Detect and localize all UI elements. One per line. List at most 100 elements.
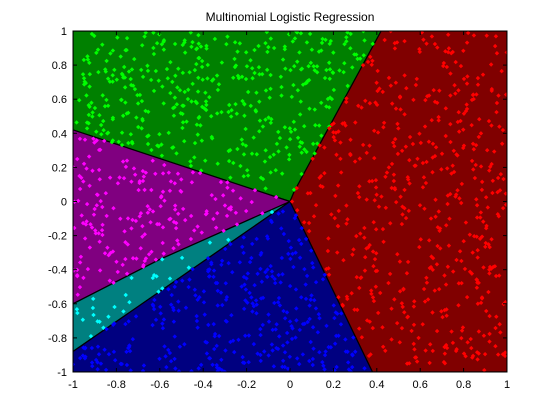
point-green [265, 49, 270, 55]
y-tick-label: -0.6 [48, 299, 67, 311]
point-green [151, 88, 157, 94]
point-red [479, 187, 485, 193]
point-red [407, 157, 412, 163]
point-red [357, 184, 362, 189]
point-blue [323, 349, 328, 354]
point-blue [260, 322, 265, 328]
point-red [393, 80, 399, 85]
point-red [483, 226, 489, 231]
point-blue [291, 264, 296, 270]
point-red [499, 141, 505, 146]
point-green [308, 60, 314, 66]
point-blue [103, 367, 109, 372]
point-red [433, 214, 438, 219]
point-red [371, 220, 376, 225]
point-green [103, 67, 108, 72]
point-red [375, 88, 380, 94]
point-green [164, 66, 170, 72]
y-tick-label: 0.4 [52, 128, 67, 140]
point-magenta [75, 292, 80, 297]
point-green [240, 141, 245, 147]
point-blue [240, 244, 245, 250]
point-green [215, 87, 221, 93]
point-green [243, 143, 249, 148]
point-red [459, 280, 464, 286]
point-magenta [96, 167, 102, 173]
point-red [459, 200, 464, 206]
point-blue [254, 302, 259, 307]
point-green [119, 130, 125, 135]
point-red [383, 348, 388, 353]
point-magenta [211, 216, 216, 222]
point-magenta [130, 256, 136, 261]
point-magenta [150, 158, 155, 163]
point-blue [223, 246, 228, 252]
point-magenta [243, 208, 249, 214]
point-blue [276, 295, 282, 301]
point-blue [190, 266, 195, 272]
point-red [432, 41, 438, 47]
point-cyan [167, 276, 173, 281]
point-red [498, 330, 503, 335]
point-blue [176, 369, 182, 372]
point-magenta [213, 196, 218, 202]
point-blue [95, 367, 100, 372]
point-red [470, 250, 475, 255]
point-magenta [228, 204, 234, 210]
point-blue [133, 314, 139, 319]
point-green [268, 86, 273, 92]
point-blue [202, 312, 207, 317]
point-blue [313, 306, 319, 311]
point-blue [250, 309, 255, 314]
point-red [417, 46, 422, 52]
point-magenta [115, 181, 121, 186]
point-magenta [142, 187, 147, 193]
point-red [484, 148, 490, 153]
point-magenta [87, 183, 92, 188]
point-red [389, 185, 394, 191]
point-green [260, 176, 266, 182]
point-green [139, 126, 144, 131]
point-blue [320, 359, 325, 365]
point-magenta [153, 171, 158, 176]
point-red [388, 221, 393, 226]
point-green [279, 84, 284, 90]
point-red [496, 214, 501, 219]
point-green [319, 40, 325, 46]
point-magenta [137, 180, 142, 186]
point-green [110, 48, 116, 53]
point-blue [205, 256, 211, 261]
point-blue [320, 277, 326, 282]
point-cyan [121, 309, 126, 314]
point-green [226, 158, 232, 164]
point-green [95, 47, 101, 52]
point-green [202, 106, 207, 111]
point-red [457, 196, 462, 201]
point-green [299, 171, 304, 177]
point-red [425, 297, 431, 302]
point-blue [206, 269, 211, 274]
point-green [214, 111, 220, 116]
point-red [461, 111, 467, 116]
point-green [209, 78, 215, 83]
point-green [120, 113, 126, 118]
point-blue [207, 356, 212, 361]
point-blue [197, 294, 202, 300]
point-red [478, 215, 483, 220]
point-red [441, 60, 447, 66]
point-green [276, 129, 281, 135]
point-green [156, 144, 161, 149]
point-green [309, 47, 315, 52]
point-magenta [107, 278, 112, 283]
point-red [358, 231, 363, 236]
point-blue [362, 366, 367, 371]
point-red [456, 110, 461, 115]
point-green [86, 121, 91, 126]
point-blue [96, 352, 102, 357]
point-red [392, 46, 398, 51]
point-red [360, 63, 366, 68]
point-red [372, 198, 377, 203]
point-red [406, 177, 411, 182]
point-green [87, 84, 92, 89]
point-magenta [160, 240, 165, 246]
